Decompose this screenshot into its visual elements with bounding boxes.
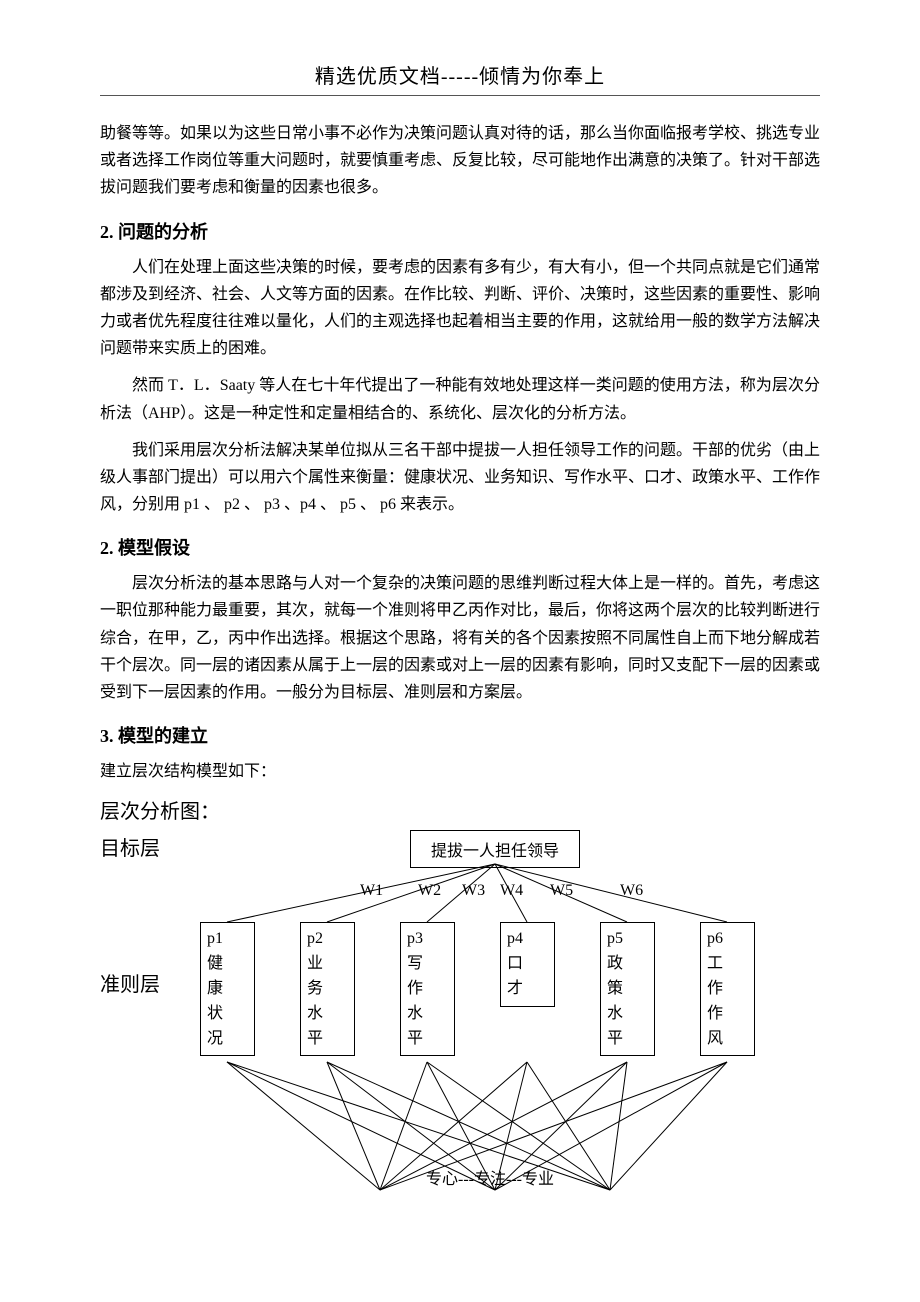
criterion-box-p1: p1 健 康 状 况 <box>200 922 255 1056</box>
para-problem-1: 人们在处理上面这些决策的时候，要考虑的因素有多有少，有大有小，但一个共同点就是它… <box>100 254 820 363</box>
para-top: 助餐等等。如果以为这些日常小事不必作为决策问题认真对待的话，那么当你面临报考学校… <box>100 120 820 202</box>
goal-layer-label: 目标层 <box>100 832 160 861</box>
layer-title: 层次分析图： <box>100 795 820 824</box>
weight-w5-label: W5 <box>550 882 573 900</box>
weight-w3-label: W3 <box>462 882 485 900</box>
footer-tagline: 专心---专注---专业 <box>390 1165 590 1189</box>
para-build: 建立层次结构模型如下： <box>100 758 820 785</box>
header-rule <box>100 95 820 96</box>
criterion-id: p3 <box>407 927 448 952</box>
criterion-box-p3: p3 写 作 水 平 <box>400 922 455 1056</box>
criterion-id: p2 <box>307 927 348 952</box>
page-header-title: 精选优质文档-----倾情为你奉上 <box>100 60 820 89</box>
weight-w2-label: W2 <box>418 882 441 900</box>
criterion-id: p1 <box>207 927 248 952</box>
goal-box: 提拔一人担任领导 <box>410 830 580 868</box>
criterion-id: p5 <box>607 927 648 952</box>
page: 精选优质文档-----倾情为你奉上 助餐等等。如果以为这些日常小事不必作为决策问… <box>0 0 920 1260</box>
para-problem-3: 我们采用层次分析法解决某单位拟从三名干部中提拔一人担任领导工作的问题。干部的优劣… <box>100 437 820 519</box>
criterion-box-p4: p4 口 才 <box>500 922 555 1006</box>
criterion-id: p4 <box>507 927 548 952</box>
criterion-box-p5: p5 政 策 水 平 <box>600 922 655 1056</box>
criterion-box-p6: p6 工 作 作 风 <box>700 922 755 1056</box>
weight-w4-label: W4 <box>500 882 523 900</box>
section-problem-title: 2. 问题的分析 <box>100 218 820 244</box>
para-problem-2: 然而 T．L．Saaty 等人在七十年代提出了一种能有效地处理这样一类问题的使用… <box>100 372 820 426</box>
section-build-title: 3. 模型的建立 <box>100 722 820 748</box>
ahp-hierarchy-diagram: 目标层 准则层 提拔一人担任领导 W1 W2 W3 W4 W5 W6 p1 健 … <box>100 830 820 1220</box>
criterion-id: p6 <box>707 927 748 952</box>
criterion-layer-label: 准则层 <box>100 968 160 997</box>
criterion-box-p2: p2 业 务 水 平 <box>300 922 355 1056</box>
para-assumption: 层次分析法的基本思路与人对一个复杂的决策问题的思维判断过程大体上是一样的。首先，… <box>100 570 820 706</box>
weight-w6-label: W6 <box>620 882 643 900</box>
weight-w1-label: W1 <box>360 882 383 900</box>
section-assumption-title: 2. 模型假设 <box>100 534 820 560</box>
